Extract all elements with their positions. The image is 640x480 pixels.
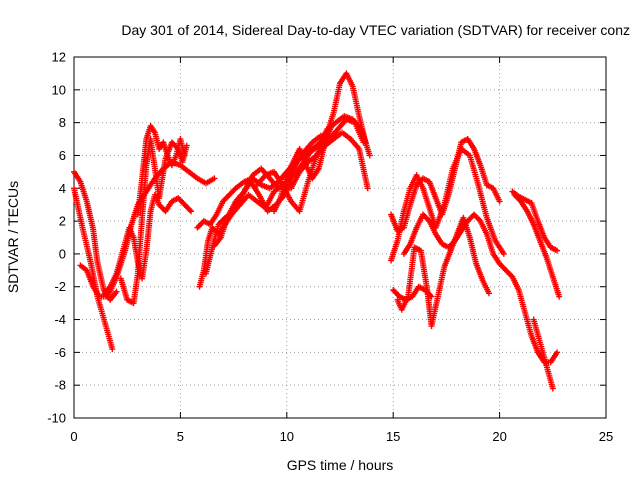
x-tick-label: 10: [280, 429, 294, 444]
x-tick-label: 25: [599, 429, 613, 444]
series-arc-19: [509, 188, 561, 254]
data-point: [364, 185, 371, 192]
y-tick-label: 12: [52, 50, 66, 65]
series-arc-18: [511, 191, 563, 300]
x-axis-label: GPS time / hours: [287, 457, 394, 473]
y-tick-label: 2: [59, 214, 66, 229]
data-point: [362, 139, 369, 146]
y-tick-label: -2: [54, 279, 66, 294]
y-tick-label: -8: [54, 378, 66, 393]
ticks-layer: -10 -8 -6 -4 -2 0 2 4 6 8 10 12 0 5 10 15 20 25: [47, 50, 613, 445]
series-arc-12: [271, 122, 335, 215]
data-point: [211, 175, 218, 182]
x-tick-label: 0: [70, 429, 77, 444]
x-tick-label: 5: [177, 429, 184, 444]
y-tick-label: 0: [59, 246, 66, 261]
series-arc-16: [394, 214, 492, 330]
series-arc-14: [388, 145, 507, 264]
series-arc-6: [134, 122, 188, 218]
series-arc-15: [390, 283, 435, 303]
series-arc-2: [71, 185, 116, 353]
series-arc-17: [400, 211, 561, 366]
data-point: [188, 208, 195, 215]
y-axis-label: SDTVAR / TECUs: [5, 181, 21, 293]
plot-frame: [73, 56, 607, 419]
series-layer: [71, 70, 563, 392]
series-arc-20: [530, 316, 556, 392]
data-point: [366, 152, 373, 159]
data-point: [328, 122, 335, 129]
data-point: [113, 288, 120, 295]
x-tick-label: 15: [386, 429, 400, 444]
data-point: [549, 385, 556, 392]
series-arc-8: [196, 129, 371, 290]
data-point: [554, 349, 561, 356]
y-tick-label: 6: [59, 148, 66, 163]
chart-title: Day 301 of 2014, Sidereal Day-to-day VTE…: [121, 22, 630, 38]
grid-layer: [74, 57, 606, 418]
y-tick-label: 10: [52, 82, 66, 97]
data-point: [554, 247, 561, 254]
data-point: [556, 293, 563, 300]
y-tick-label: -10: [47, 411, 66, 426]
data-point: [109, 346, 116, 353]
y-tick-label: 4: [59, 181, 66, 196]
y-tick-label: -6: [54, 345, 66, 360]
series-arc-7: [194, 132, 333, 231]
y-tick-label: 8: [59, 115, 66, 130]
y-tick-label: -4: [54, 312, 66, 327]
x-tick-label: 20: [492, 429, 506, 444]
series-arc-1: [71, 168, 120, 303]
data-point: [485, 290, 492, 297]
data-point: [500, 250, 507, 257]
data-point: [181, 152, 188, 159]
data-point: [496, 198, 503, 205]
